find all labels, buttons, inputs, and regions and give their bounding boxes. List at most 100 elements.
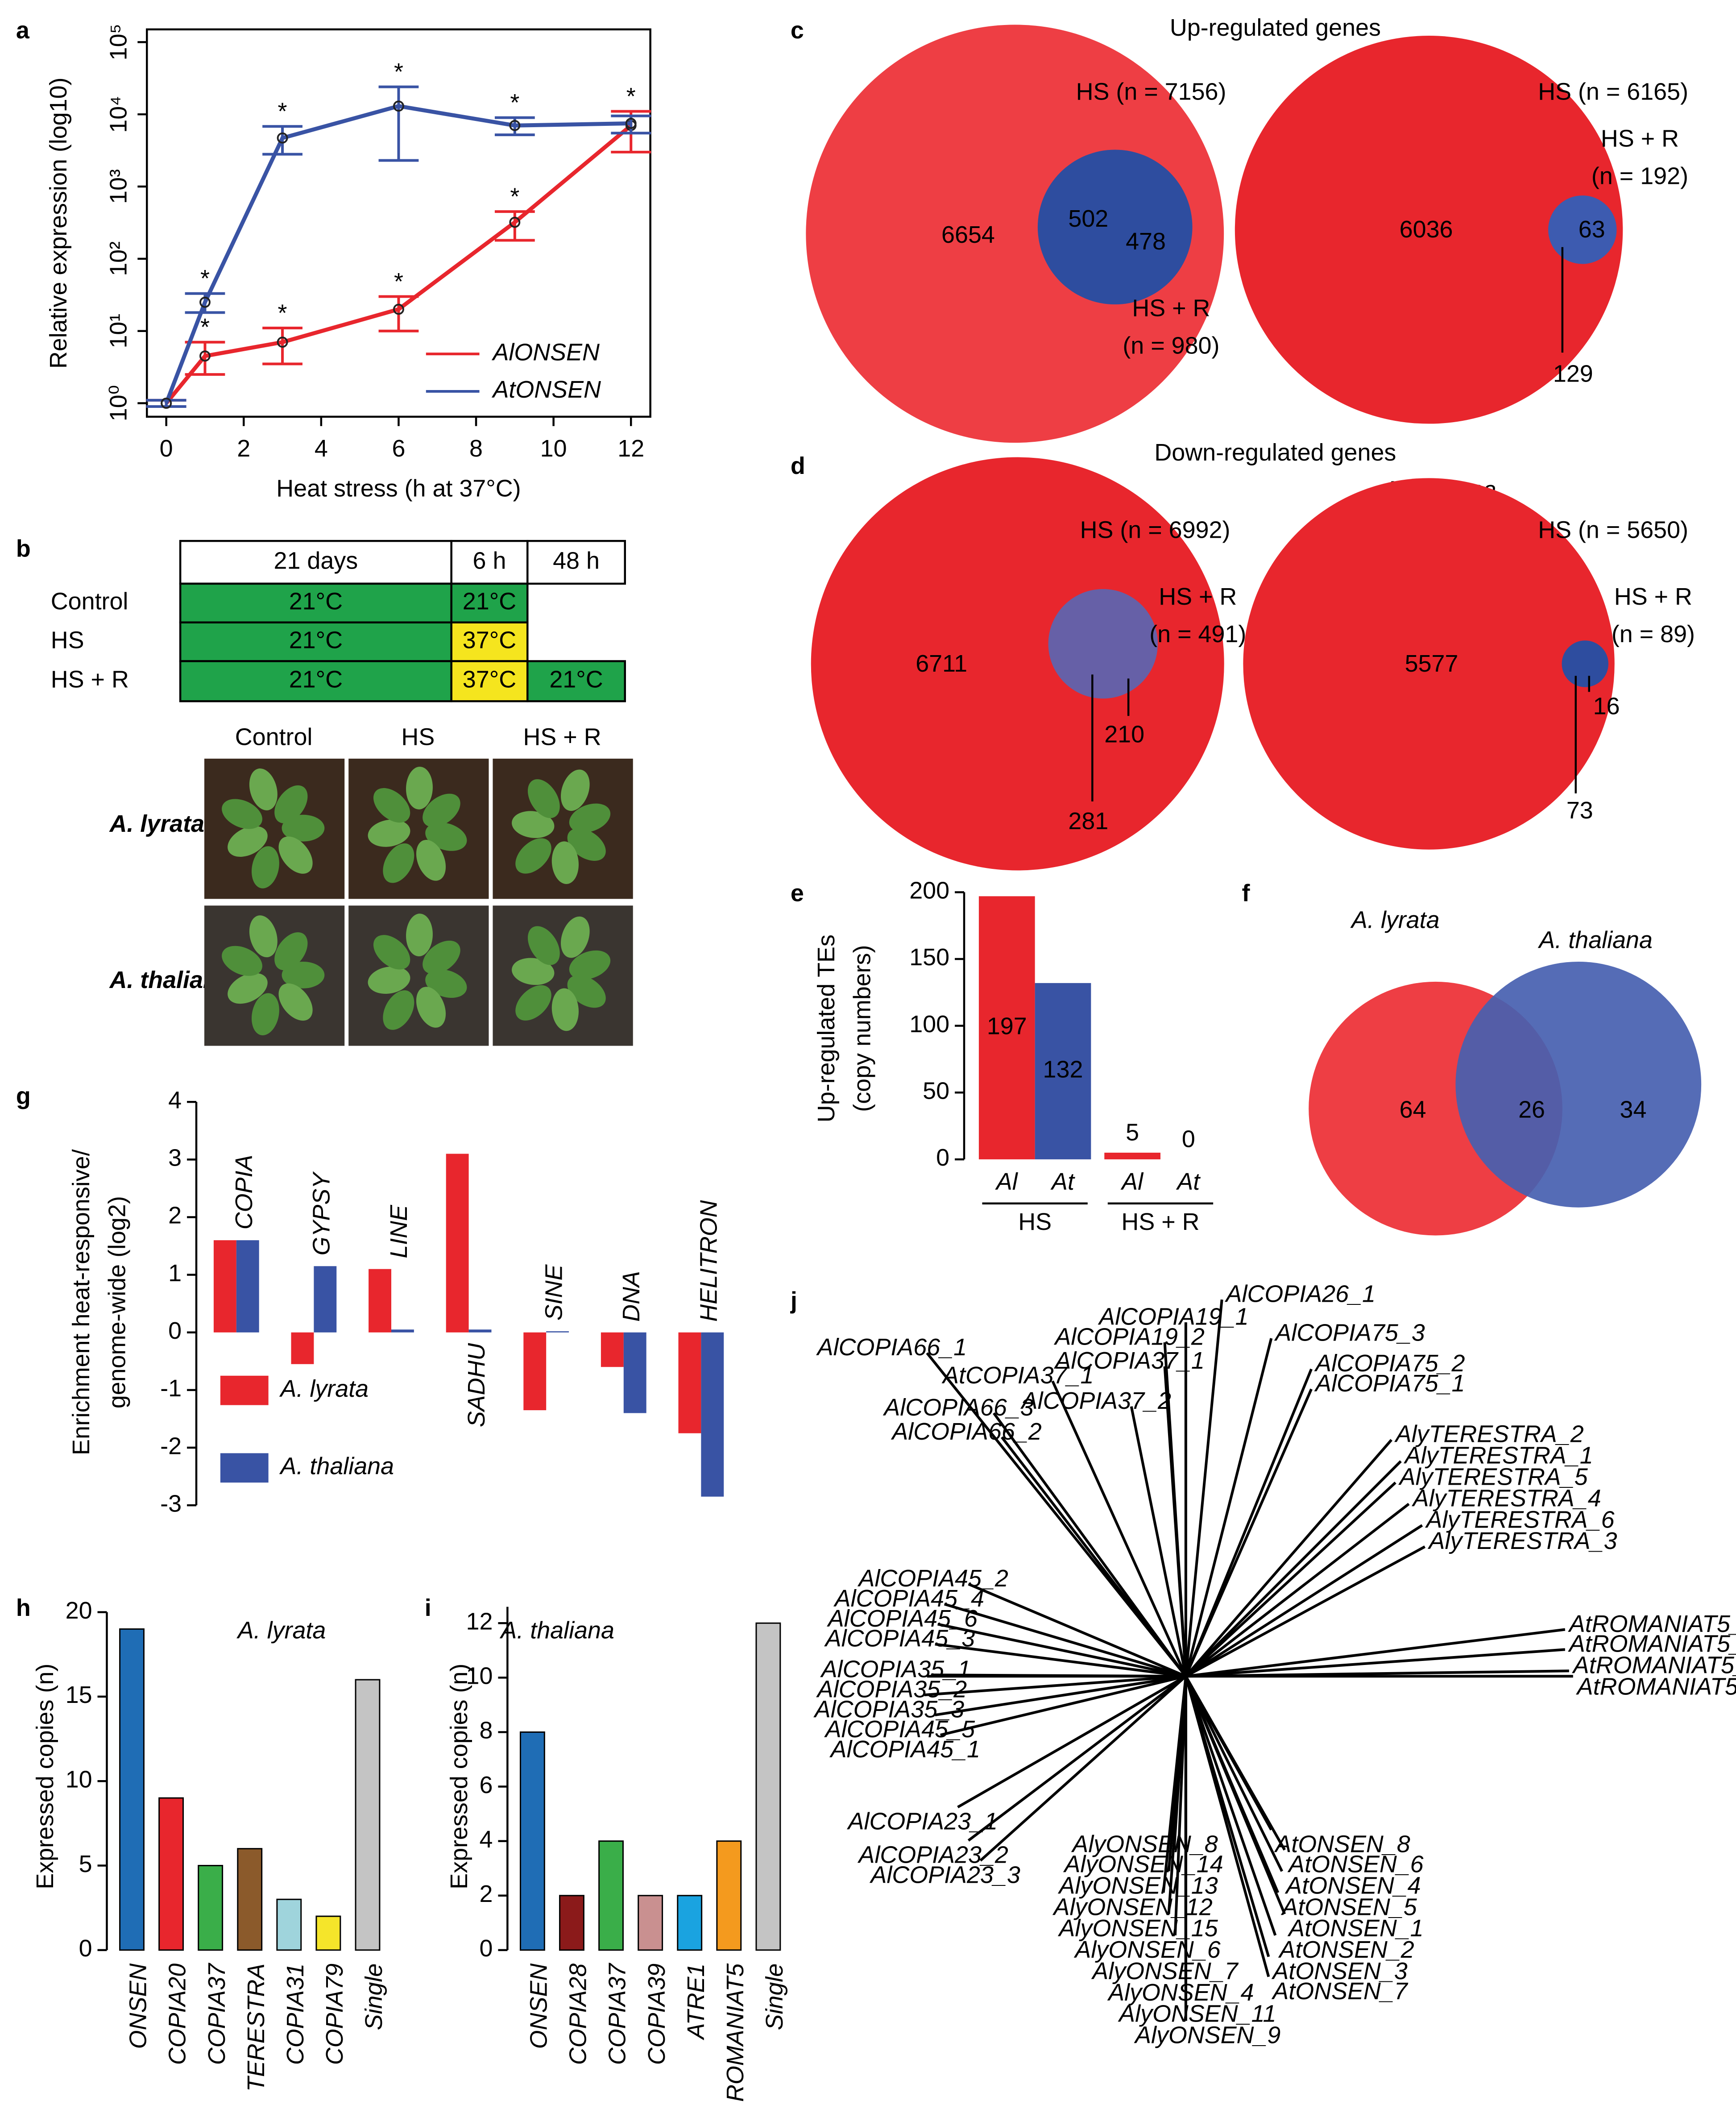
leaf xyxy=(383,990,414,1030)
leaf-label: AlCOPIA19_2 xyxy=(1054,1323,1205,1350)
leaf xyxy=(561,769,590,811)
leaf-label: AlCOPIA45_3 xyxy=(824,1625,975,1652)
y-tick-label: 50 xyxy=(923,1078,949,1104)
significance-marker: * xyxy=(200,265,210,292)
leaf xyxy=(512,958,555,985)
x-tick-label: COPIA31 xyxy=(282,1964,309,2065)
x-tick-label: SADHU xyxy=(463,1343,490,1428)
bar xyxy=(119,1628,145,1951)
panel-letter: c xyxy=(791,17,804,44)
leaf-label: AlyONSEN_4 xyxy=(1107,1979,1254,2006)
leaf xyxy=(425,969,467,998)
value-label: 0 xyxy=(1182,1125,1195,1152)
leaf xyxy=(527,926,560,965)
bar xyxy=(198,1865,224,1951)
leaf-label: AlCOPIA35_2 xyxy=(816,1676,967,1702)
point xyxy=(625,117,637,129)
y-tick-label: 10³ xyxy=(105,169,132,204)
leaf-label: AlCOPIA37_1 xyxy=(1054,1347,1205,1374)
y-axis-label: genome-wide (log2) xyxy=(104,1196,131,1408)
leaf-label: AtONSEN_6 xyxy=(1287,1851,1423,1878)
leaf-label: AlyTERESTRA_2 xyxy=(1394,1421,1584,1448)
x-tick-label: ATRE1 xyxy=(683,1964,709,2041)
series-line xyxy=(165,124,633,405)
significance-marker: * xyxy=(278,299,287,326)
y-tick-label: 0 xyxy=(479,1935,493,1962)
leaf xyxy=(406,913,433,957)
bar xyxy=(1035,983,1091,1159)
x-tick-label: DNA xyxy=(618,1271,645,1322)
x-tick-label: HELITRON xyxy=(696,1200,722,1321)
schedule-cell xyxy=(179,660,452,702)
significance-marker: * xyxy=(394,268,403,295)
x-tick-label: 6 xyxy=(392,435,405,462)
cell-label: 21°C xyxy=(289,588,343,615)
leaf-label: AlyONSEN_12 xyxy=(1052,1893,1213,1920)
branch xyxy=(1185,1628,1566,1678)
panel-letter: f xyxy=(1242,880,1251,907)
y-tick-label: 10² xyxy=(105,241,132,276)
venn-circle xyxy=(1235,36,1623,424)
branch xyxy=(979,1675,1187,1862)
leaf-label: AlyTERESTRA_6 xyxy=(1425,1506,1615,1533)
region-count: 502 xyxy=(1068,205,1108,232)
legend-swatch xyxy=(220,1375,269,1405)
significance-marker: * xyxy=(510,183,519,210)
photo-column-label: HS xyxy=(401,723,435,750)
chart-title: A. lyrata xyxy=(236,1617,326,1644)
leaf xyxy=(515,985,551,1021)
bar xyxy=(755,1622,781,1951)
bar xyxy=(601,1332,624,1367)
bar-label: Al xyxy=(1120,1168,1144,1195)
y-tick-label: 12 xyxy=(466,1608,493,1635)
bar xyxy=(237,1848,263,1951)
leaf-label: AlCOPIA23_1 xyxy=(847,1808,998,1835)
point xyxy=(509,216,521,228)
branch xyxy=(1130,1406,1187,1677)
set-label: HS (n = 7156) xyxy=(1076,79,1226,105)
venn-circle xyxy=(1048,589,1158,699)
leaf-label: AtONSEN_8 xyxy=(1274,1831,1410,1858)
region-count: 6711 xyxy=(916,650,967,677)
cell-label: 21°C xyxy=(549,666,603,693)
header-cell xyxy=(526,540,626,585)
set-label: A. lyrata xyxy=(1350,906,1440,933)
point xyxy=(277,132,288,144)
set-label: HS (n = 5650) xyxy=(1538,516,1688,543)
series-line xyxy=(164,104,631,404)
photo-row-label: A. lyrata xyxy=(108,810,204,837)
y-tick-label: 200 xyxy=(909,877,949,904)
leaf-label: AtROMANIAT5_3 xyxy=(1568,1611,1736,1637)
leaf-label: AtONSEN_7 xyxy=(1271,1978,1408,2005)
row-label: HS xyxy=(51,627,84,653)
leaf xyxy=(252,993,279,1035)
branch xyxy=(1185,1388,1313,1677)
y-tick-label: 0 xyxy=(79,1935,92,1962)
leaf xyxy=(274,932,308,971)
region-count: 6654 xyxy=(941,221,995,248)
bar xyxy=(315,1915,341,1951)
leaf xyxy=(551,988,579,1031)
y-tick-label: 10⁵ xyxy=(105,24,132,60)
leaf xyxy=(569,803,611,833)
leaf-label: AlCOPIA75_1 xyxy=(1314,1370,1465,1397)
leaf xyxy=(383,843,414,883)
y-tick-label: 10 xyxy=(466,1663,493,1690)
region-count: 63 xyxy=(1579,216,1605,243)
x-tick-label: ROMANIAT5 xyxy=(722,1963,749,2102)
set-label: A. thaliana xyxy=(1537,926,1653,953)
x-tick-label: HS + R xyxy=(1121,1208,1199,1235)
leaf-label: AlyONSEN_11 xyxy=(1118,2001,1276,2027)
legend-swatch xyxy=(220,1453,269,1483)
row-label: HS + R xyxy=(51,666,129,693)
branch xyxy=(1184,1338,1273,1677)
y-tick-label: 3 xyxy=(168,1145,182,1171)
x-tick-label: 0 xyxy=(160,435,173,462)
leaf-label: AtONSEN_4 xyxy=(1284,1872,1421,1899)
cell-label: 21°C xyxy=(463,588,516,615)
x-tick-label: GYPSY xyxy=(308,1171,335,1256)
leaf xyxy=(278,836,313,874)
leaf-label: AlCOPIA75_3 xyxy=(1274,1319,1425,1346)
